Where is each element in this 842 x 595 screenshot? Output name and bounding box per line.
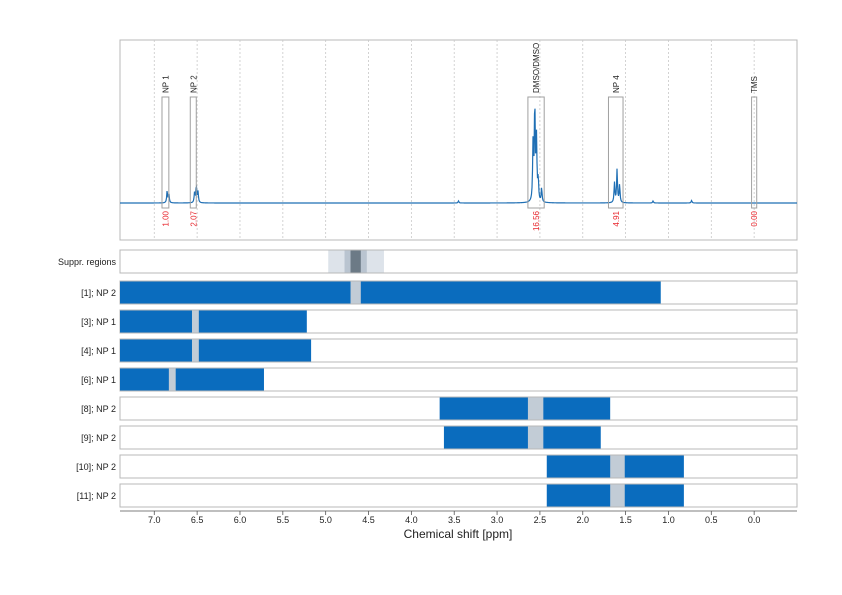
peak-integral-value: 2.07	[189, 210, 198, 226]
peak-region-box	[607, 96, 624, 209]
lane-bar	[120, 339, 312, 362]
lane-track	[119, 483, 798, 508]
lane-excluded-region	[527, 397, 544, 420]
lane-bar	[120, 368, 264, 391]
lane-label: [1]; NP 2	[81, 288, 116, 298]
x-tick-label: 0.5	[705, 515, 718, 525]
lane-label: [11]; NP 2	[77, 491, 116, 501]
peak-region-box	[161, 96, 170, 209]
lane-bar	[443, 426, 601, 449]
suppression-regions-panel: Suppr. regions	[58, 249, 798, 274]
spectrum-frame	[119, 39, 798, 241]
x-tick-label: 3.5	[448, 515, 461, 525]
peak-region-label: NP 4	[612, 75, 621, 93]
suppression-region	[350, 250, 361, 273]
x-tick-label: 3.0	[491, 515, 504, 525]
suppression-track	[119, 249, 798, 274]
lane-excluded-region	[610, 455, 625, 478]
peak-region-label: NP 2	[189, 75, 198, 93]
peak-integral-value: 16.56	[532, 210, 541, 231]
x-tick-label: 2.5	[534, 515, 547, 525]
lane-label: [9]; NP 2	[81, 433, 116, 443]
x-tick-label: 0.0	[748, 515, 761, 525]
spectrum-line	[120, 108, 797, 204]
lane-excluded-region	[610, 484, 625, 507]
x-tick-label: 4.5	[362, 515, 375, 525]
peak-region-box	[527, 96, 545, 209]
x-tick-label: 5.5	[277, 515, 290, 525]
x-tick-label: 1.5	[619, 515, 632, 525]
lane-bar	[120, 310, 307, 333]
x-tick-label: 2.0	[577, 515, 590, 525]
peak-integral-value: 0.00	[750, 210, 759, 226]
spectrum-panel: NP 1 1.00 NP 2 2.07 DMSO/DMSO 16.56 NP 4 4.91 TM…	[119, 39, 798, 241]
lane-excluded-region	[191, 310, 199, 333]
x-tick-label: 6.0	[234, 515, 247, 525]
x-axis-label: Chemical shift [ppm]	[404, 527, 513, 541]
lane-label: [4]; NP 1	[81, 346, 116, 356]
suppression-label: Suppr. regions	[58, 257, 117, 267]
lane-label: [6]; NP 1	[81, 375, 116, 385]
lane-label: [8]; NP 2	[81, 404, 116, 414]
lane-excluded-region	[350, 281, 361, 304]
x-tick-label: 1.0	[662, 515, 675, 525]
peak-region-label: NP 1	[161, 75, 170, 93]
x-tick-label: 6.5	[191, 515, 204, 525]
lanes-panel: [1]; NP 2 [3]; NP 1 [4]; NP 1 [6]; NP 1 [8];…	[76, 280, 798, 508]
lane-bar	[439, 397, 611, 420]
lane-excluded-region	[191, 339, 199, 362]
lane-label: [10]; NP 2	[76, 462, 116, 472]
peak-region-label: TMS	[750, 76, 759, 93]
peak-region-box	[189, 96, 197, 209]
peak-region-box	[751, 96, 758, 209]
lane-bar	[120, 281, 661, 304]
peak-integral-value: 1.00	[161, 210, 170, 226]
x-axis: 7.0 6.5 6.0 5.5 5.0 4.5 4.0 3.5 3.0 2.5 2.0 1.5 1.0 0…	[120, 510, 797, 525]
x-tick-label: 5.0	[319, 515, 332, 525]
lane-label: [3]; NP 1	[81, 317, 116, 327]
lane-excluded-region	[168, 368, 176, 391]
peak-integral-value: 4.91	[612, 210, 621, 226]
peak-region-label: DMSO/DMSO	[532, 43, 541, 93]
lane-track	[119, 454, 798, 479]
x-tick-label: 7.0	[148, 515, 161, 525]
lane-excluded-region	[527, 426, 544, 449]
x-tick-label: 4.0	[405, 515, 418, 525]
